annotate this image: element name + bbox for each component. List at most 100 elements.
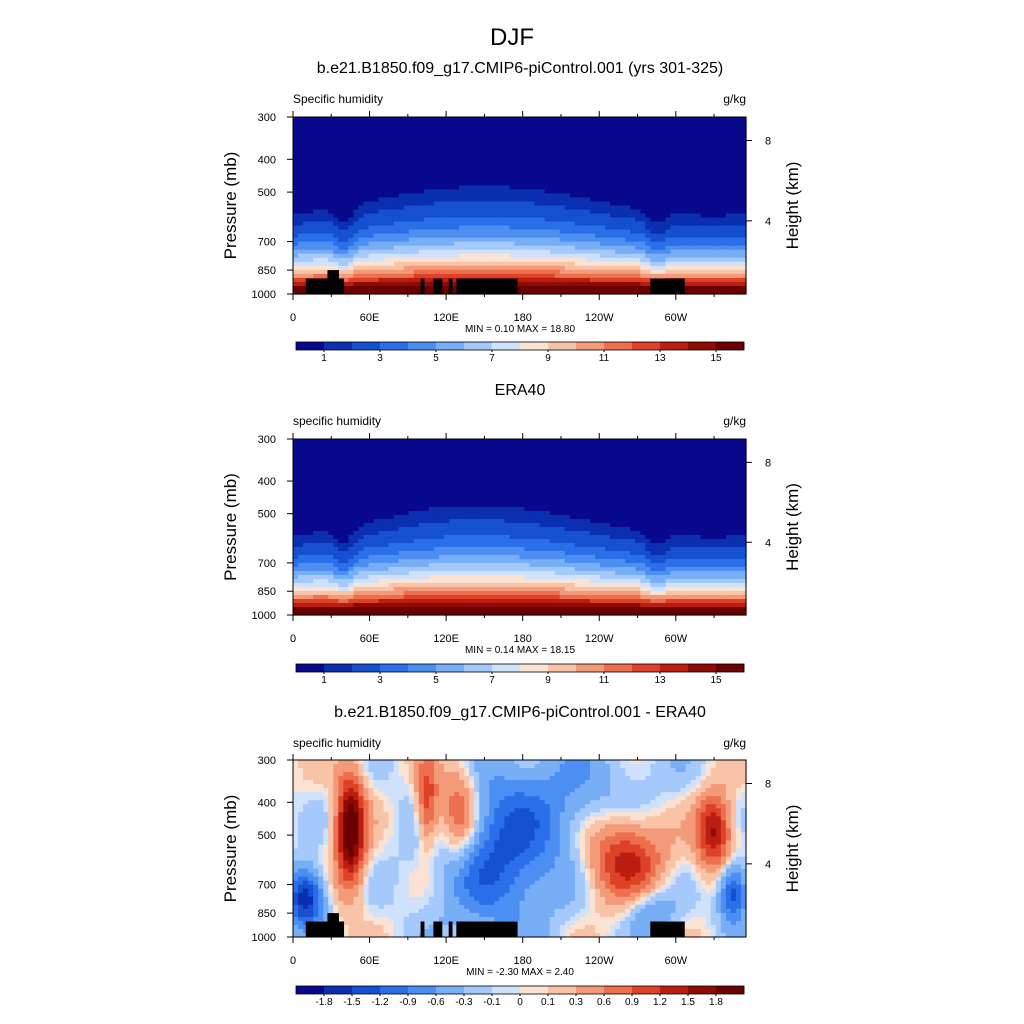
contour-cell	[605, 451, 611, 456]
right-tick-label: 8	[765, 135, 771, 147]
contour-field	[293, 439, 747, 616]
contour-cell	[670, 245, 677, 251]
contour-cell	[428, 241, 435, 247]
contour-cell	[665, 185, 672, 191]
contour-cell	[655, 463, 662, 468]
contour-cell	[438, 471, 445, 476]
contour-cell	[313, 459, 319, 464]
contour-cell	[660, 133, 667, 138]
contour-cell	[368, 221, 375, 227]
contour-cell	[554, 475, 561, 480]
colorbar-swatch	[604, 342, 633, 350]
contour-cell	[343, 229, 349, 235]
contour-cell	[433, 439, 440, 444]
contour-cell	[655, 173, 662, 178]
contour-cell	[534, 475, 541, 480]
contour-cell	[559, 221, 566, 227]
contour-cell	[579, 229, 586, 235]
contour-cell	[298, 443, 304, 448]
contour-cell	[454, 463, 460, 468]
contour-cell	[338, 205, 344, 211]
contour-cell	[474, 479, 480, 484]
contour-cell	[338, 125, 344, 130]
contour-cell	[398, 189, 405, 195]
contour-cell	[474, 225, 480, 231]
contour-cell	[303, 475, 309, 480]
contour-cell	[308, 463, 314, 468]
contour-cell	[449, 245, 455, 251]
contour-cell	[368, 479, 375, 484]
contour-cell	[353, 209, 360, 215]
contour-cell	[484, 249, 490, 255]
topography-block	[327, 270, 339, 294]
contour-cell	[519, 201, 526, 207]
contour-cell	[494, 261, 500, 267]
contour-cell	[459, 249, 465, 255]
contour-cell	[464, 229, 470, 235]
contour-cell	[469, 471, 475, 476]
contour-cell	[398, 169, 405, 174]
contour-cell	[469, 269, 475, 275]
contour-cell	[403, 153, 410, 158]
contour-cell	[645, 463, 651, 468]
contour-cell	[378, 153, 385, 158]
contour-cell	[428, 257, 435, 263]
contour-cell	[509, 443, 516, 448]
contour-cell	[710, 221, 717, 227]
contour-cell	[338, 161, 344, 166]
contour-cell	[328, 229, 334, 235]
contour-cell	[509, 157, 516, 162]
contour-cell	[393, 265, 400, 271]
contour-cell	[494, 269, 500, 275]
contour-cell	[705, 475, 712, 480]
contour-cell	[494, 233, 500, 239]
contour-cell	[454, 253, 460, 259]
contour-cell	[705, 225, 712, 231]
contour-cell	[469, 189, 475, 195]
contour-cell	[388, 467, 395, 472]
contour-cell	[428, 161, 435, 166]
contour-cell	[730, 133, 737, 138]
contour-cell	[554, 229, 561, 235]
contour-cell	[474, 133, 480, 138]
contour-cell	[378, 229, 385, 235]
contour-cell	[695, 269, 702, 275]
contour-cell	[398, 149, 405, 154]
contour-cell	[469, 467, 475, 472]
contour-cell	[388, 145, 395, 150]
contour-cell	[293, 133, 299, 138]
contour-cell	[630, 165, 636, 170]
contour-cell	[569, 455, 576, 460]
contour-cell	[544, 475, 551, 480]
contour-cell	[408, 237, 415, 243]
contour-cell	[685, 471, 692, 476]
contour-cell	[630, 177, 636, 182]
contour-cell	[720, 209, 727, 215]
contour-cell	[635, 277, 641, 283]
contour-cell	[554, 145, 561, 150]
contour-cell	[640, 209, 646, 215]
contour-cell	[569, 121, 576, 126]
contour-cell	[665, 467, 672, 472]
contour-cell	[554, 181, 561, 186]
contour-cell	[685, 281, 692, 287]
contour-cell	[303, 121, 309, 126]
contour-cell	[574, 467, 581, 472]
contour-cell	[423, 463, 430, 468]
contour-cell	[630, 201, 636, 207]
contour-cell	[423, 479, 430, 484]
contour-cell	[554, 161, 561, 166]
contour-cell	[494, 455, 500, 460]
contour-cell	[454, 193, 460, 199]
contour-cell	[368, 189, 375, 195]
contour-cell	[655, 455, 662, 460]
contour-cell	[605, 121, 611, 126]
contour-cell	[549, 285, 556, 291]
contour-cell	[685, 475, 692, 480]
contour-cell	[539, 277, 546, 283]
contour-cell	[725, 265, 732, 271]
contour-cell	[670, 185, 677, 191]
contour-cell	[358, 475, 365, 480]
contour-cell	[524, 237, 531, 243]
contour-cell	[600, 117, 606, 122]
